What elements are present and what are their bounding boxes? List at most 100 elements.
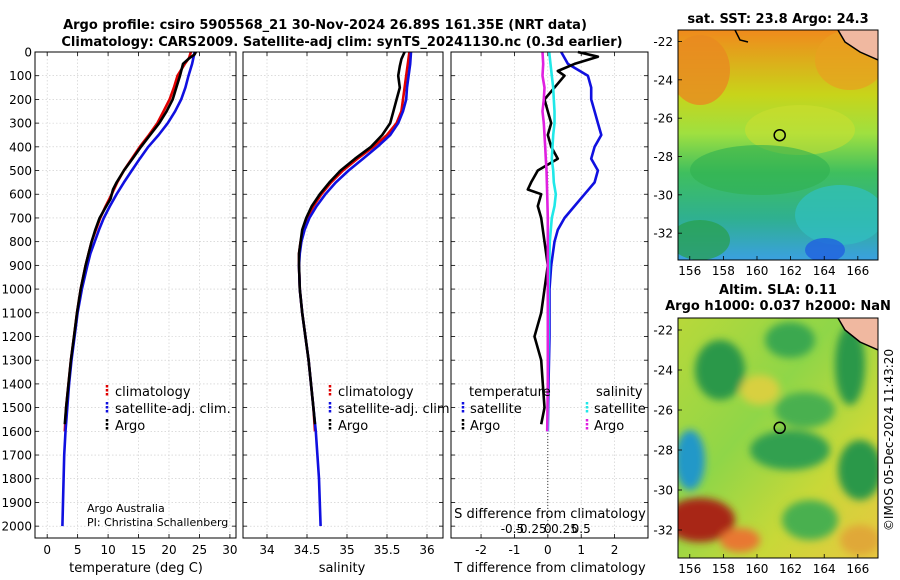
x-tick-label: 34.5 [294, 543, 321, 557]
sst-map-axes: 156 158 160 162 164 166 -22 -24 -26 -28 -30 -32 [653, 35, 869, 278]
legend-title-temperature: temperature [469, 385, 551, 400]
map-y-tick-label: -22 [653, 324, 673, 338]
s-tick-label: 0.25 [551, 522, 578, 536]
plot-frame [450, 51, 649, 539]
x-tick-label: 0 [544, 543, 552, 557]
credit-line2: PI: Christina Schallenberg [87, 516, 228, 529]
sla-map-title: Altim. SLA: 0.11 [719, 283, 837, 298]
map-y-tick-label: -30 [653, 484, 673, 498]
legend-label: climatology [338, 385, 414, 400]
map-x-tick-label: 160 [746, 264, 769, 278]
y-tick-label: 100 [9, 69, 32, 83]
x-tick-label: 0 [43, 543, 51, 557]
x-tick-label: 15 [131, 543, 146, 557]
y-tick-label: 800 [9, 235, 32, 249]
map-y-tick-label: -24 [653, 73, 673, 87]
sla-map-axes: 156 158 160 162 164 166 -22 -24 -26 -28 -30 -32 [653, 324, 869, 577]
map-y-tick-label: -28 [653, 150, 673, 164]
legend-label: Argo [115, 419, 145, 434]
map-x-tick-label: 158 [712, 264, 735, 278]
y-tick-label: 1700 [1, 449, 32, 463]
y-tick-label: 2000 [1, 520, 32, 534]
x-tick-label: 35 [339, 543, 354, 557]
y-tick-label: 1600 [1, 425, 32, 439]
x-tick-label: 1 [577, 543, 585, 557]
series-line-salinity-argo [541, 51, 550, 432]
y-tick-label: 500 [9, 164, 32, 178]
salinity-xlabel: salinity [319, 561, 366, 576]
y-tick-label: 200 [9, 93, 32, 107]
temperature-panel: 0100200300400500600700800900100011001200… [1, 46, 237, 558]
map-x-tick-label: 164 [813, 562, 836, 576]
x-tick-label: -2 [475, 543, 487, 557]
y-tick-label: 700 [9, 211, 32, 225]
s-tick-label: -0.25 [516, 522, 547, 536]
y-tick-label: 300 [9, 117, 32, 131]
map-y-tick-label: -26 [653, 112, 673, 126]
x-tick-label: -1 [508, 543, 520, 557]
x-tick-label: 20 [161, 543, 176, 557]
map-y-tick-label: -22 [653, 35, 673, 49]
x-tick-label: 30 [222, 543, 237, 557]
s-difference-xlabel: S difference from climatology [454, 507, 646, 522]
sst-map-frame [677, 29, 879, 261]
map-x-tick-label: 162 [779, 562, 802, 576]
legend-label: Argo [338, 419, 368, 434]
map-y-tick-label: -24 [653, 364, 673, 378]
sla-argo-position-marker [773, 421, 786, 435]
map-x-tick-label: 164 [813, 264, 836, 278]
legend-label: climatology [115, 385, 191, 400]
s-tick-label: 0 [544, 522, 552, 536]
map-x-tick-label: 162 [779, 264, 802, 278]
map-x-tick-label: 160 [746, 562, 769, 576]
series-line-temperature-argo [526, 50, 600, 425]
map-y-tick-label: -32 [653, 524, 673, 538]
series-line-argo [297, 51, 406, 425]
y-tick-label: 1200 [1, 330, 32, 344]
x-tick-label: 34 [259, 543, 274, 557]
figure-title-line2: Climatology: CARS2009. Satellite-adj cli… [61, 35, 622, 50]
plot-frame [34, 51, 237, 539]
legend-label: Argo [470, 419, 500, 434]
map-x-tick-label: 158 [712, 562, 735, 576]
map-y-tick-label: -32 [653, 227, 673, 241]
salinity-panel: 34 34.5 35 35.5 36 climatology satellite-adj. … [242, 51, 454, 557]
sla-map-frame [677, 317, 879, 559]
x-tick-label: 2 [611, 543, 619, 557]
x-tick-label: 25 [192, 543, 207, 557]
x-tick-label: 5 [74, 543, 82, 557]
x-tick-label: 10 [100, 543, 115, 557]
credit-line1: Argo Australia [87, 502, 165, 515]
legend-label: Argo [594, 419, 624, 434]
y-tick-label: 0 [24, 46, 32, 60]
legend-label: satellite-adj. clim. [115, 402, 231, 417]
map-x-tick-label: 166 [846, 264, 869, 278]
map-y-tick-label: -26 [653, 404, 673, 418]
map-y-tick-label: -30 [653, 188, 673, 202]
sst-map-title: sat. SST: 23.8 Argo: 24.3 [687, 12, 868, 27]
y-tick-label: 1100 [1, 306, 32, 320]
sla-map-subtitle: Argo h1000: 0.037 h2000: NaN [665, 299, 891, 314]
y-tick-label: 1300 [1, 354, 32, 368]
y-tick-label: 400 [9, 140, 32, 154]
map-x-tick-label: 156 [678, 562, 701, 576]
legend-label: satellite-adj. clim. [338, 402, 454, 417]
series-line-argo [63, 51, 197, 425]
map-y-tick-label: -28 [653, 444, 673, 458]
map-x-tick-label: 166 [846, 562, 869, 576]
y-tick-label: 1000 [1, 283, 32, 297]
sst-argo-position-marker [773, 128, 786, 142]
s-tick-label: -0.5 [501, 522, 524, 536]
legend-label: satellite [470, 402, 522, 417]
plot-frame [242, 51, 444, 539]
x-tick-label: 36 [419, 543, 434, 557]
y-tick-label: 1800 [1, 472, 32, 486]
y-tick-label: 1400 [1, 377, 32, 391]
y-tick-label: 900 [9, 259, 32, 273]
y-tick-label: 1900 [1, 496, 32, 510]
temperature-xlabel: temperature (deg C) [69, 561, 203, 576]
legend-title-salinity: salinity [596, 385, 643, 400]
y-tick-label: 600 [9, 188, 32, 202]
